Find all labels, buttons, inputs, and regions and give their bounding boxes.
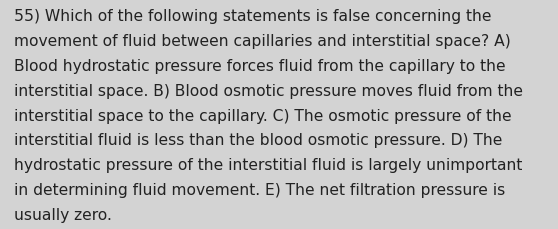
Text: Blood hydrostatic pressure forces fluid from the capillary to the: Blood hydrostatic pressure forces fluid … (14, 59, 506, 74)
Text: in determining fluid movement. E) The net filtration pressure is: in determining fluid movement. E) The ne… (14, 182, 505, 197)
Text: interstitial space to the capillary. C) The osmotic pressure of the: interstitial space to the capillary. C) … (14, 108, 512, 123)
Text: interstitial space. B) Blood osmotic pressure moves fluid from the: interstitial space. B) Blood osmotic pre… (14, 83, 523, 98)
Text: 55) Which of the following statements is false concerning the: 55) Which of the following statements is… (14, 9, 492, 24)
Text: hydrostatic pressure of the interstitial fluid is largely unimportant: hydrostatic pressure of the interstitial… (14, 158, 522, 172)
Text: movement of fluid between capillaries and interstitial space? A): movement of fluid between capillaries an… (14, 34, 511, 49)
Text: usually zero.: usually zero. (14, 207, 112, 222)
Text: interstitial fluid is less than the blood osmotic pressure. D) The: interstitial fluid is less than the bloo… (14, 133, 502, 148)
